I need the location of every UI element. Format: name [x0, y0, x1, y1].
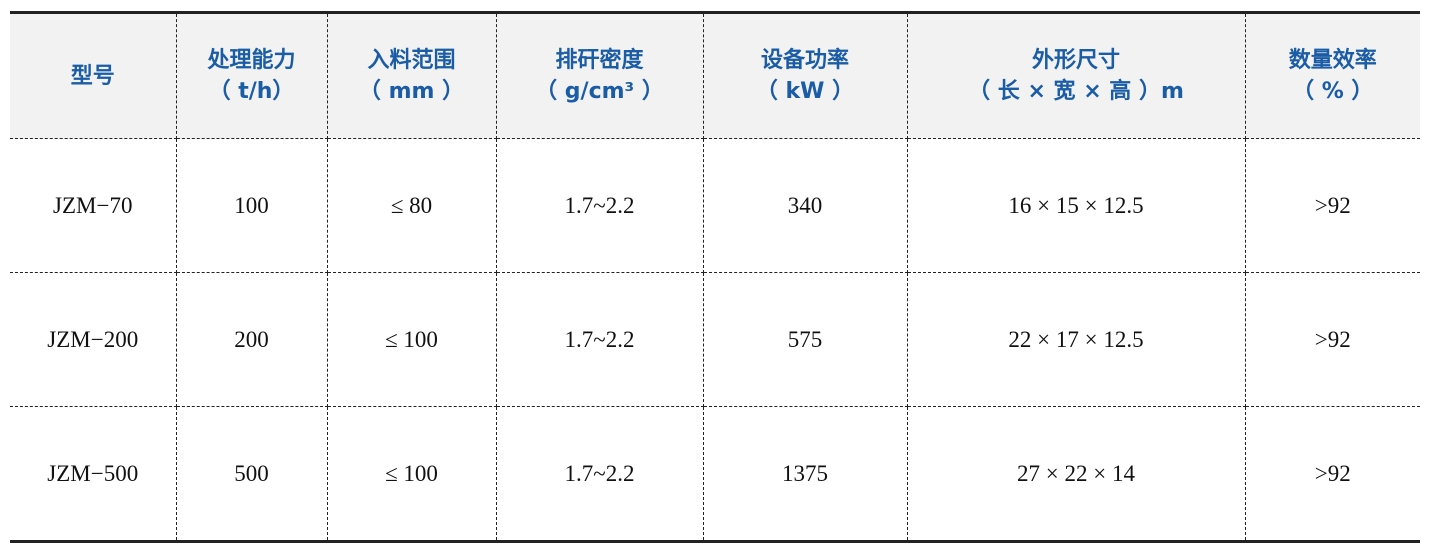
- cell-model: JZM−70: [10, 138, 177, 273]
- header-capacity: 处理能力（ t/h）: [175, 12, 328, 139]
- header-efficiency: 数量效率（ % ）: [1244, 12, 1420, 139]
- header-row: 型号 处理能力（ t/h） 入料范围（ mm ） 排矸密度（ g/cm³ ） 设…: [10, 12, 1420, 139]
- cell-feed-range: ≤ 100: [326, 406, 497, 543]
- cell-power: 340: [702, 138, 908, 273]
- cell-model: JZM−200: [10, 272, 177, 407]
- header-power: 设备功率（ kW ）: [702, 12, 908, 139]
- cell-density: 1.7~2.2: [495, 406, 704, 543]
- cell-dimensions: 27 × 22 × 14: [906, 406, 1246, 543]
- cell-capacity: 200: [175, 272, 328, 407]
- header-model: 型号: [10, 12, 177, 139]
- cell-dimensions: 22 × 17 × 12.5: [906, 272, 1246, 407]
- cell-dimensions: 16 × 15 × 12.5: [906, 138, 1246, 273]
- header-dimensions: 外形尺寸（ 长 × 宽 × 高 ）m: [906, 12, 1246, 139]
- cell-feed-range: ≤ 80: [326, 138, 497, 273]
- table-row: JZM−200 200 ≤ 100 1.7~2.2 575 22 × 17 × …: [10, 272, 1420, 407]
- cell-density: 1.7~2.2: [495, 272, 704, 407]
- cell-power: 1375: [702, 406, 908, 543]
- table-row: JZM−500 500 ≤ 100 1.7~2.2 1375 27 × 22 ×…: [10, 406, 1420, 543]
- header-density: 排矸密度（ g/cm³ ）: [495, 12, 704, 139]
- cell-density: 1.7~2.2: [495, 138, 704, 273]
- specs-table: 型号 处理能力（ t/h） 入料范围（ mm ） 排矸密度（ g/cm³ ） 设…: [10, 11, 1420, 543]
- table-row: JZM−70 100 ≤ 80 1.7~2.2 340 16 × 15 × 12…: [10, 138, 1420, 273]
- header-feed-range: 入料范围（ mm ）: [326, 12, 497, 139]
- cell-model: JZM−500: [10, 406, 177, 543]
- cell-capacity: 100: [175, 138, 328, 273]
- cell-efficiency: >92: [1244, 406, 1420, 543]
- cell-efficiency: >92: [1244, 272, 1420, 407]
- cell-power: 575: [702, 272, 908, 407]
- cell-efficiency: >92: [1244, 138, 1420, 273]
- cell-capacity: 500: [175, 406, 328, 543]
- cell-feed-range: ≤ 100: [326, 272, 497, 407]
